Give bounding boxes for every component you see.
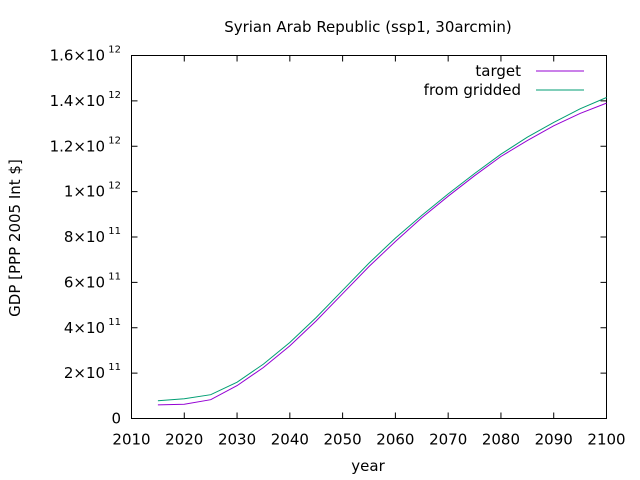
- y-tick-label: 4×10 11: [64, 317, 121, 337]
- y-tick-mantissa: 1.6×10: [50, 47, 106, 65]
- y-tick-label: 0: [111, 410, 121, 428]
- y-tick-mantissa: 2×10: [64, 364, 105, 382]
- y-tick-exponent: 12: [105, 45, 121, 56]
- y-tick-label: 1.2×10 12: [50, 135, 121, 155]
- y-ticks: 02×10 114×10 116×10 118×10 111×10 121.2×…: [50, 45, 607, 428]
- y-tick-mantissa: 0: [111, 410, 121, 428]
- y-tick-label: 8×10 11: [64, 226, 121, 246]
- series-line-from-gridded: [157, 97, 607, 402]
- y-tick-exponent: 12: [105, 90, 121, 101]
- y-tick-mantissa: 8×10: [64, 228, 105, 246]
- legend-label: from gridded: [424, 81, 521, 99]
- y-tick-mantissa: 1×10: [64, 183, 105, 201]
- y-tick-label: 1×10 12: [64, 181, 121, 201]
- y-tick-exponent: 12: [105, 181, 121, 192]
- y-axis-label: GDP [PPP 2005 Int $]: [6, 159, 24, 317]
- y-tick-exponent: 11: [105, 362, 121, 373]
- x-tick-label: 2090: [535, 431, 573, 449]
- y-tick-mantissa: 1.4×10: [50, 92, 106, 110]
- chart-title: Syrian Arab Republic (ssp1, 30arcmin): [224, 18, 512, 36]
- plot-frame: [131, 55, 607, 419]
- y-tick-mantissa: 4×10: [64, 319, 105, 337]
- x-tick-label: 2070: [429, 431, 467, 449]
- y-tick-label: 6×10 11: [64, 271, 121, 291]
- legend-label: target: [475, 62, 521, 80]
- x-tick-label: 2010: [112, 431, 150, 449]
- x-tick-label: 2100: [587, 431, 625, 449]
- x-tick-label: 2050: [324, 431, 362, 449]
- y-tick-exponent: 11: [105, 271, 121, 282]
- y-tick-mantissa: 6×10: [64, 273, 105, 291]
- x-tick-label: 2030: [218, 431, 256, 449]
- y-tick-label: 1.4×10 12: [50, 90, 121, 110]
- x-axis-label: year: [351, 457, 385, 475]
- x-tick-label: 2020: [165, 431, 203, 449]
- x-tick-label: 2060: [376, 431, 414, 449]
- x-ticks: 2010 2020 2030 2040 2050 2060 2070 2080 2090 2100: [112, 55, 626, 449]
- series-layer: [157, 97, 607, 406]
- y-tick-exponent: 12: [105, 135, 121, 146]
- y-tick-label: 2×10 11: [64, 362, 121, 382]
- y-tick-label: 1.6×10 12: [50, 45, 121, 65]
- y-tick-exponent: 11: [105, 317, 121, 328]
- x-tick-label: 2040: [271, 431, 309, 449]
- x-tick-label: 2080: [482, 431, 520, 449]
- series-line-target: [157, 102, 607, 406]
- y-tick-exponent: 11: [105, 226, 121, 237]
- y-tick-mantissa: 1.2×10: [50, 137, 106, 155]
